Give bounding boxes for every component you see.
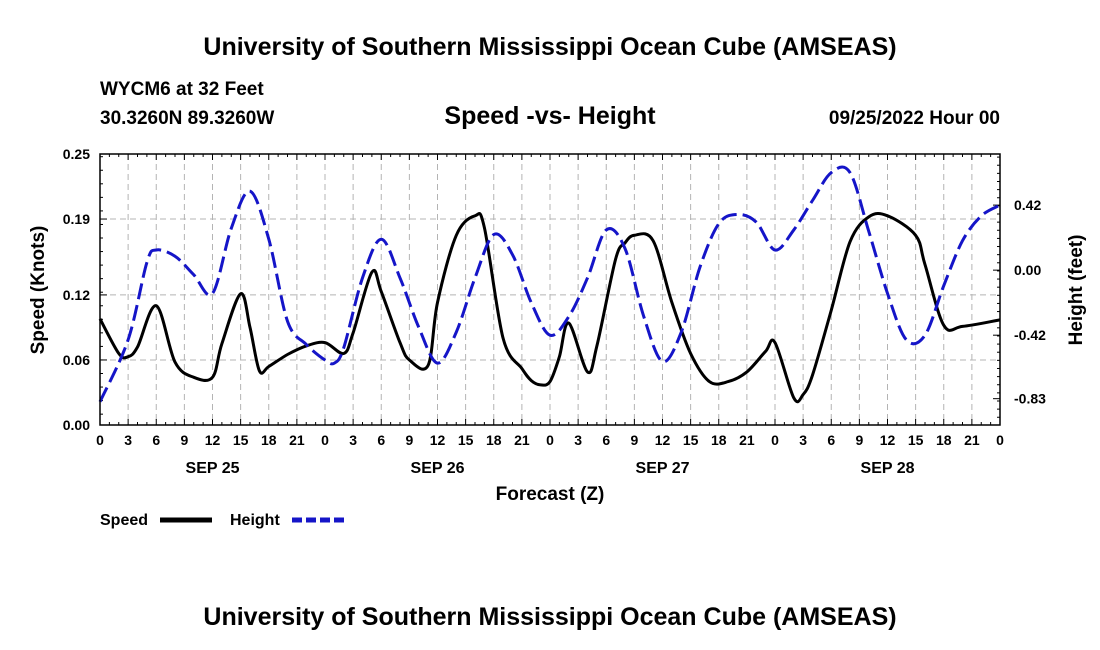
x-tick-label: 12 [655, 432, 671, 448]
y2-tick-label: 0.42 [1014, 197, 1041, 213]
x-tick-label: 15 [908, 432, 924, 448]
x-tick-label: 6 [377, 432, 385, 448]
x-tick-label: 12 [430, 432, 446, 448]
x-tick-label: 15 [233, 432, 249, 448]
x-tick-label: 18 [261, 432, 277, 448]
legend-height-label: Height [230, 512, 280, 529]
x-tick-label: 3 [349, 432, 357, 448]
location-label: 30.3260N 89.3260W [100, 108, 274, 129]
x-tick-label: 0 [321, 432, 329, 448]
y2-tick-label: -0.83 [1014, 391, 1046, 407]
y-tick-label: 0.12 [63, 287, 90, 303]
x-tick-label: 18 [711, 432, 727, 448]
x-tick-label: 15 [458, 432, 474, 448]
x-axis-label: Forecast (Z) [496, 484, 605, 505]
x-tick-label: 9 [405, 432, 413, 448]
x-tick-label: 15 [683, 432, 699, 448]
x-tick-label: 12 [880, 432, 896, 448]
x-tick-label: 0 [96, 432, 104, 448]
y2-tick-label: -0.42 [1014, 327, 1046, 343]
legend: Speed Height [100, 512, 344, 529]
x-tick-label: 6 [827, 432, 835, 448]
plot-frame [99, 153, 1001, 426]
footer-title: University of Southern Mississippi Ocean… [203, 603, 896, 631]
x-tick-label: 21 [289, 432, 305, 448]
x-tick-label: 3 [574, 432, 582, 448]
y2-tick-label: 0.00 [1014, 262, 1041, 278]
main-title: University of Southern Mississippi Ocean… [203, 33, 896, 61]
x-tick-label: 3 [799, 432, 807, 448]
station-label: WYCM6 at 32 Feet [100, 79, 264, 100]
date-label: SEP 27 [636, 460, 690, 477]
x-tick-label: 0 [546, 432, 554, 448]
x-tick-label: 0 [996, 432, 1004, 448]
series-line-speed [98, 212, 1001, 404]
date-label: 09/25/2022 Hour 00 [829, 108, 1000, 129]
x-tick-label: 9 [630, 432, 638, 448]
date-label: SEP 25 [186, 460, 240, 477]
x-tick-label: 6 [152, 432, 160, 448]
grid [100, 154, 1000, 425]
y-tick-label: 0.06 [63, 352, 90, 368]
x-tick-label: 9 [855, 432, 863, 448]
date-label: SEP 26 [411, 460, 465, 477]
x-tick-label: 18 [486, 432, 502, 448]
y-axis-label: Speed (Knots) [28, 226, 49, 355]
x-tick-label: 21 [514, 432, 530, 448]
x-tick-label: 6 [602, 432, 610, 448]
y-tick-label: 0.25 [63, 146, 90, 162]
x-tick-label: 0 [771, 432, 779, 448]
chart-title: Speed -vs- Height [444, 102, 656, 130]
x-tick-label: 18 [936, 432, 952, 448]
x-tick-label: 3 [124, 432, 132, 448]
legend-speed-label: Speed [100, 512, 148, 529]
y2-axis-label: Height (feet) [1066, 235, 1087, 346]
series-line-height [98, 165, 1001, 403]
series [98, 165, 1001, 404]
y-tick-label: 0.00 [63, 417, 90, 433]
x-tick-label: 9 [180, 432, 188, 448]
y-tick-label: 0.19 [63, 211, 90, 227]
date-label: SEP 28 [861, 460, 915, 477]
axes: 0 3 6 9 12 15 18 21 0 3 6 9 12 15 18 21 0 3 6 9 12 15 18 21 0 3 6 9… [63, 146, 1046, 477]
x-tick-label: 21 [964, 432, 980, 448]
x-tick-label: 12 [205, 432, 221, 448]
x-tick-label: 21 [739, 432, 755, 448]
